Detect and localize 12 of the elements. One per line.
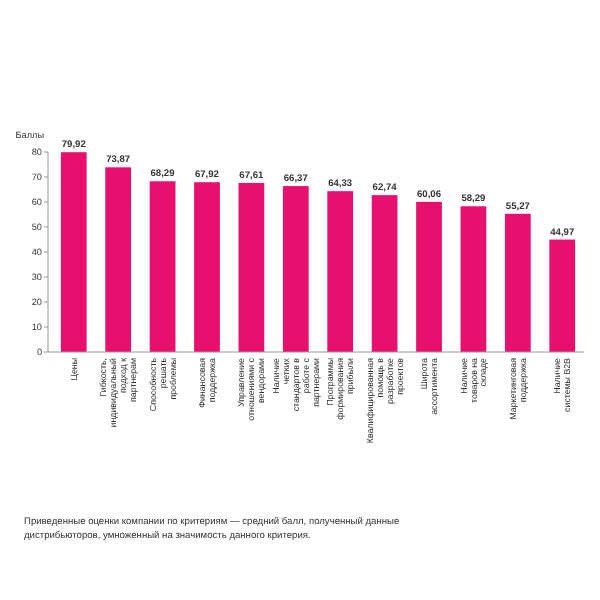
bar: [327, 191, 354, 352]
bar: [105, 167, 132, 352]
bar: [282, 186, 309, 352]
bar: [460, 206, 487, 352]
bar: [60, 152, 87, 352]
bar: [371, 195, 398, 352]
bar: [416, 201, 442, 352]
bar: [149, 181, 176, 352]
bar: [549, 239, 576, 352]
bar: [194, 182, 220, 352]
bar: [238, 182, 265, 352]
bar: [504, 213, 531, 352]
